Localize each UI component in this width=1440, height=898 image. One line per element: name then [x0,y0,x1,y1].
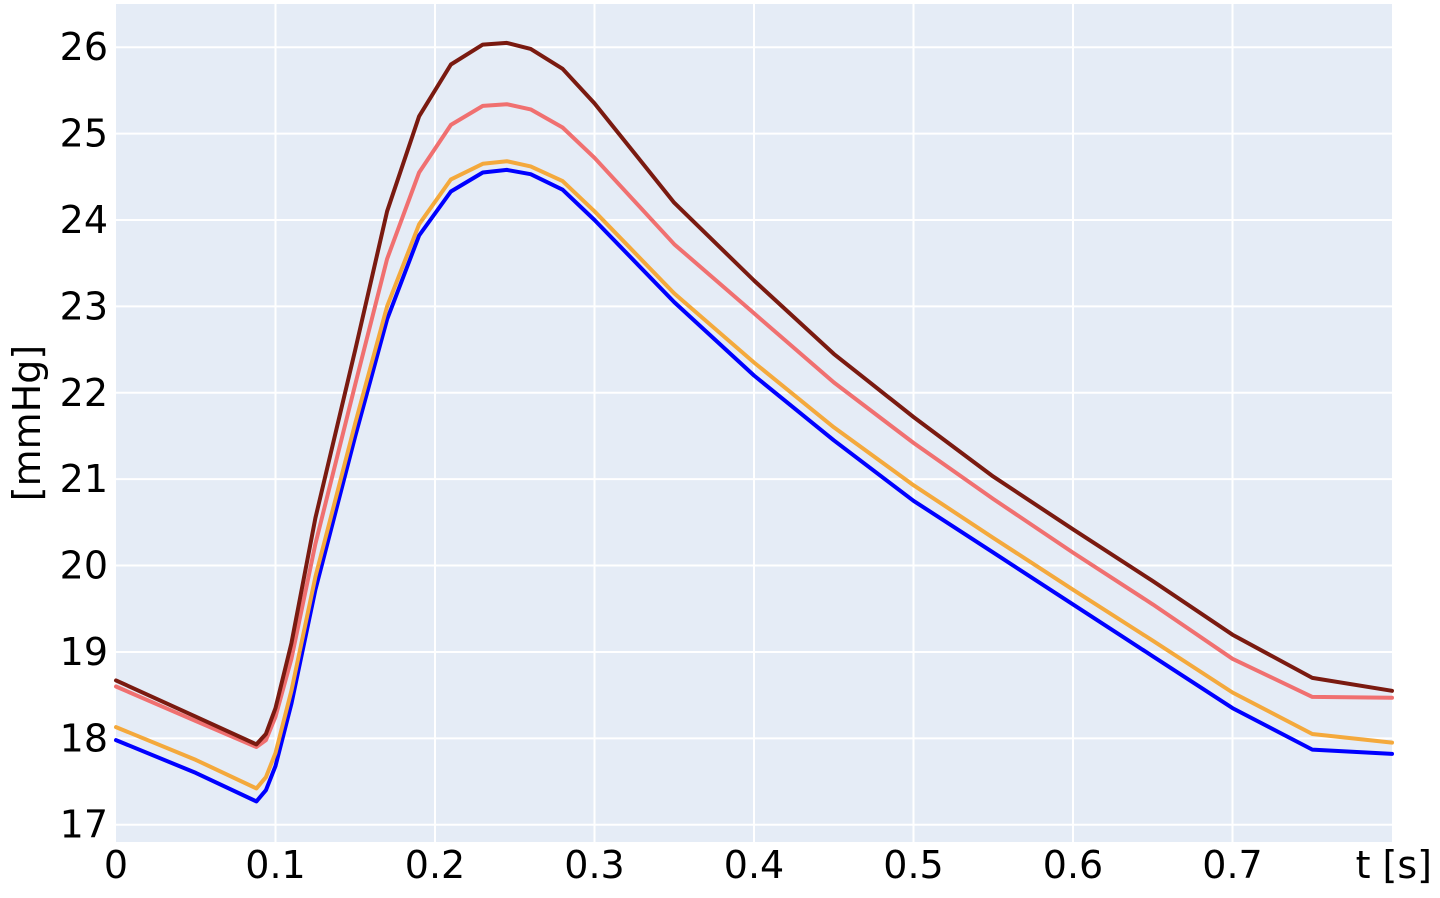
x-tick-label: 0 [104,843,128,887]
series-line-1 [114,167,1394,804]
x-tick-label: 0.4 [724,843,784,887]
y-tick-label: 19 [60,630,108,674]
x-tick-label: 0.2 [405,843,465,887]
x-tick-label: 0.7 [1202,843,1262,887]
y-tick-label: 23 [60,284,108,328]
series-line-2 [114,159,1394,791]
y-tick-label: 17 [60,803,108,847]
x-tick-label: 0.6 [1043,843,1103,887]
grid-lines [116,4,1392,842]
y-tick-label: 26 [60,25,108,69]
series-line-4 [114,40,1394,747]
y-axis-label: [mmHg] [5,345,49,501]
x-axis-label: t [s] [1356,843,1432,887]
x-tick-label: 0.1 [245,843,305,887]
series-line-3 [114,102,1394,749]
y-tick-label: 21 [60,457,108,501]
x-tick-label: 0.3 [564,843,624,887]
series-lines [114,40,1394,804]
y-tick-label: 24 [60,198,108,242]
y-tick-label: 22 [60,371,108,415]
x-tick-label: 0.5 [883,843,943,887]
y-axis-ticks: 17 18 19 20 21 22 23 24 25 26 [60,25,108,847]
y-tick-label: 20 [60,544,108,588]
y-tick-label: 25 [60,112,108,156]
x-axis-ticks: 0 0.1 0.2 0.3 0.4 0.5 0.6 0.7 [104,843,1263,887]
y-tick-label: 18 [60,716,108,760]
